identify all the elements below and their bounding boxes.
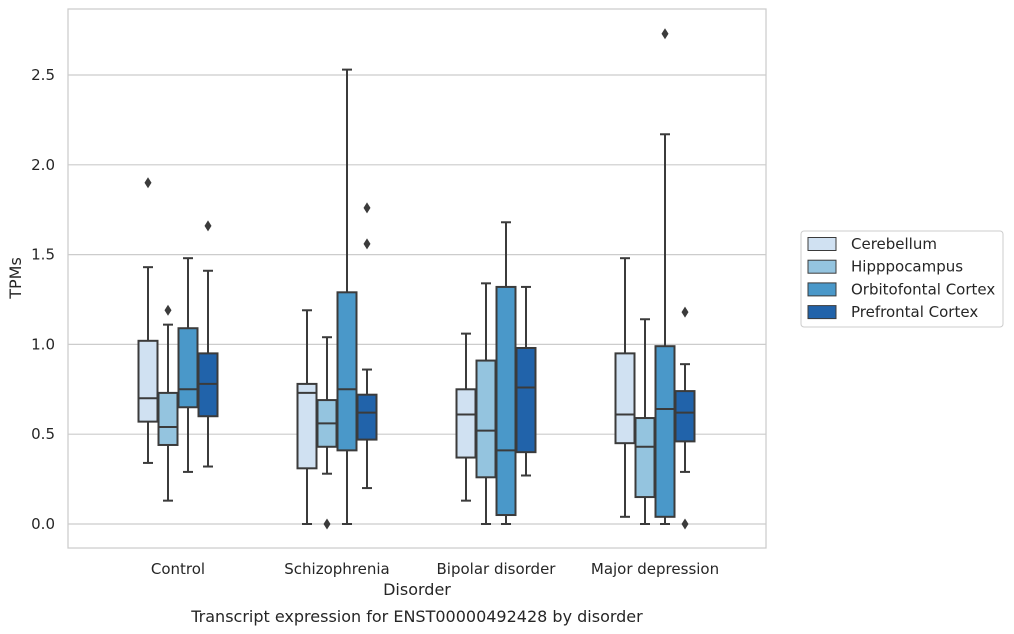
legend: Cerebellum Hipppocampus Orbitofontal Corte… bbox=[800, 230, 1004, 328]
y-tick-label: 0.0 bbox=[31, 515, 55, 533]
outlier-point bbox=[363, 202, 371, 214]
outlier-point bbox=[363, 238, 371, 250]
box-iqr bbox=[654, 345, 676, 518]
box-iqr bbox=[455, 388, 477, 459]
box-3-1 bbox=[356, 202, 378, 490]
y-tick-label: 2.0 bbox=[31, 156, 55, 174]
outlier-point bbox=[681, 306, 689, 318]
box-1-1 bbox=[316, 336, 338, 530]
box-iqr bbox=[296, 382, 318, 470]
box-iqr bbox=[336, 291, 358, 452]
legend-swatch bbox=[807, 237, 837, 251]
x-axis-label: Disorder bbox=[383, 580, 451, 599]
legend-label: Orbitofontal Cortex bbox=[851, 280, 995, 298]
x-tick-label: Schizophrenia bbox=[284, 560, 389, 578]
box-iqr bbox=[495, 285, 517, 517]
box-3-3 bbox=[674, 306, 696, 530]
box-iqr bbox=[614, 352, 636, 445]
outlier-point bbox=[144, 177, 152, 189]
outlier-point bbox=[661, 28, 669, 40]
box-3-2 bbox=[515, 285, 537, 477]
outlier-point bbox=[681, 518, 689, 530]
box-0-2 bbox=[455, 332, 477, 502]
x-tick-label: Major depression bbox=[591, 560, 719, 578]
outlier-point bbox=[204, 220, 212, 232]
x-axis-ticks: Control Schizophrenia Bipolar disorder Majo… bbox=[151, 560, 719, 578]
box-iqr bbox=[674, 390, 696, 443]
plot-frame bbox=[67, 8, 767, 549]
box-2-1 bbox=[336, 68, 358, 525]
x-tick-label: Control bbox=[151, 560, 205, 578]
outlier-point bbox=[164, 304, 172, 316]
legend-label: Prefrontal Cortex bbox=[851, 303, 978, 321]
box-iqr bbox=[634, 417, 656, 499]
y-tick-label: 1.5 bbox=[31, 246, 55, 264]
y-axis-ticks: 0.0 0.5 1.0 1.5 2.0 2.5 bbox=[31, 66, 55, 533]
box-iqr bbox=[157, 391, 179, 446]
box-1-0 bbox=[157, 304, 179, 502]
box-0-0 bbox=[137, 177, 159, 464]
box-3-0 bbox=[197, 220, 219, 468]
legend-swatch bbox=[807, 259, 837, 274]
box-iqr bbox=[515, 346, 537, 454]
legend-swatch bbox=[807, 282, 837, 297]
legend-label: Cerebellum bbox=[851, 235, 937, 253]
y-tick-label: 0.5 bbox=[31, 425, 55, 443]
box-1-3 bbox=[634, 318, 656, 525]
box-0-3 bbox=[614, 257, 636, 518]
box-iqr bbox=[356, 393, 378, 441]
y-tick-label: 2.5 bbox=[31, 66, 55, 84]
legend-swatch bbox=[807, 305, 837, 320]
outlier-point bbox=[323, 518, 331, 530]
x-tick-label: Bipolar disorder bbox=[437, 560, 557, 578]
legend-frame bbox=[800, 230, 1004, 328]
legend-label: Hipppocampus bbox=[851, 258, 963, 276]
box-iqr bbox=[475, 359, 497, 479]
y-axis-label: TPMs bbox=[6, 257, 25, 300]
chart-caption: Transcript expression for ENST0000049242… bbox=[190, 607, 643, 626]
box-iqr bbox=[137, 339, 159, 423]
box-iqr bbox=[177, 327, 199, 409]
y-tick-label: 1.0 bbox=[31, 335, 55, 353]
box-series bbox=[137, 28, 696, 530]
